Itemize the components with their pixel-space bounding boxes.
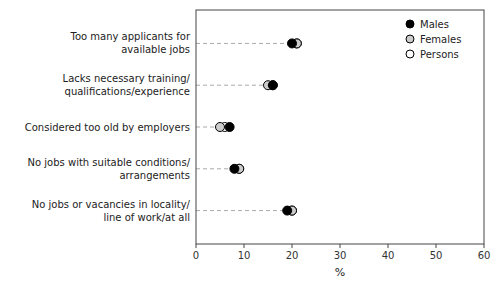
x-tick [436,244,437,248]
chart: 0 10 20 30 40 50 60% No jobs or vacancies in lo… [0,0,496,284]
dot [225,123,234,132]
dot [268,81,277,90]
legend-label: Males [420,19,449,30]
x-tick-label: 20 [286,250,299,261]
x-axis-label: % [335,266,345,279]
legend-marker [406,35,414,43]
x-tick-label: 60 [478,250,491,261]
x-tick [484,244,485,248]
guide-line [196,43,297,44]
dot [288,39,297,48]
y-tick-label: Too many applicants foravailable jobs [69,31,190,55]
dot [230,164,239,173]
legend-label: Persons [420,49,459,60]
x-tick-label: 10 [238,250,251,261]
guide-line [196,210,292,211]
guide-line [196,85,273,86]
legend-marker [406,50,414,58]
y-tick-label: Considered too old by employers [25,122,190,133]
legend: Males Females Persons [406,19,461,60]
dot [268,81,277,90]
legend-label: Females [420,34,461,45]
y-tick-label: No jobs with suitable conditions/arrange… [28,157,191,181]
x-tick [244,244,245,248]
y-tick-label: Lacks necessary training/qualifications/… [63,73,191,97]
x-tick-label: 40 [382,250,395,261]
y-tick-label: No jobs or vacancies in locality/line of… [32,199,191,223]
x-tick [388,244,389,248]
dot [283,206,292,215]
x-tick-label: 0 [193,250,199,261]
dot [216,123,225,132]
x-tick-label: 50 [430,250,443,261]
x-tick-label: 30 [334,250,347,261]
plot-area [196,39,301,215]
x-tick [196,244,197,248]
x-tick [340,244,341,248]
legend-marker [406,20,414,28]
x-tick [292,244,293,248]
plot-frame [196,10,484,244]
